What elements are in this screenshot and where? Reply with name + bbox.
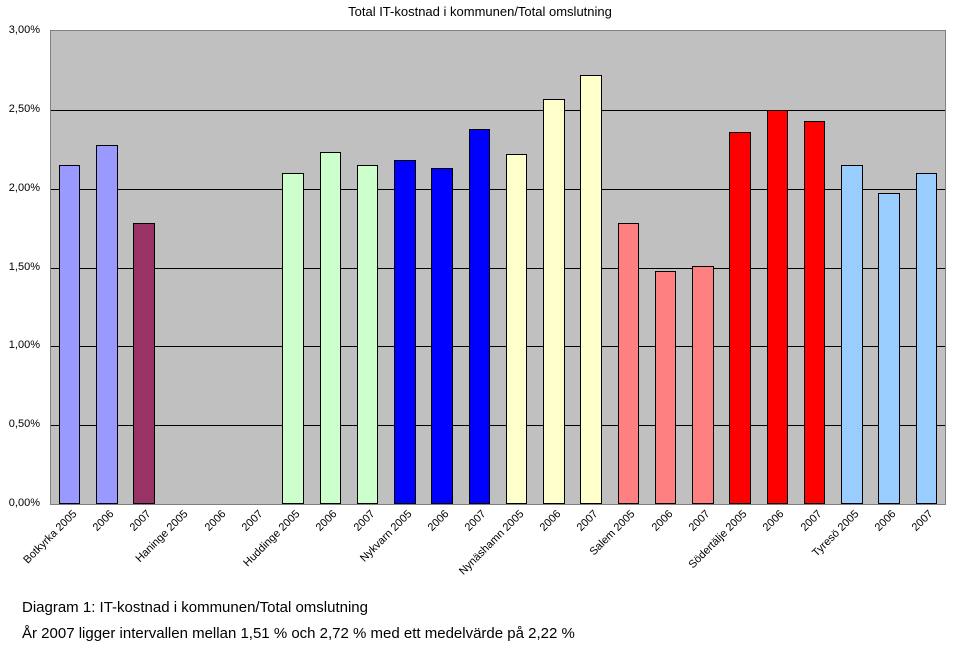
bar <box>916 173 938 504</box>
x-tick-label: 2007 <box>240 508 266 534</box>
caption-line-1: Diagram 1: IT-kostnad i kommunen/Total o… <box>22 599 368 616</box>
bars-layer <box>51 31 945 504</box>
chart-container: Total IT-kostnad i kommunen/Total omslut… <box>0 0 960 648</box>
bar <box>506 154 528 504</box>
y-tick-label: 2,50% <box>9 103 40 115</box>
x-tick-label: 2007 <box>910 508 936 534</box>
x-tick-label: Nynäshamn 2005 <box>457 508 526 577</box>
bar <box>580 75 602 504</box>
x-axis: Botkyrka 200520062007Haninge 20052006200… <box>50 508 946 598</box>
y-tick-label: 0,00% <box>9 497 40 509</box>
y-tick-label: 2,00% <box>9 182 40 194</box>
bar <box>96 145 118 504</box>
x-tick-label: 2007 <box>463 508 489 534</box>
bar <box>133 223 155 504</box>
bar <box>282 173 304 504</box>
bar <box>767 110 789 504</box>
chart-zone: 0,00%0,50%1,00%1,50%2,00%2,50%3,00% <box>28 30 946 505</box>
bar <box>804 121 826 504</box>
y-axis: 0,00%0,50%1,00%1,50%2,00%2,50%3,00% <box>0 30 46 505</box>
bar <box>692 266 714 504</box>
bar <box>543 99 565 504</box>
y-tick-label: 3,00% <box>9 24 40 36</box>
x-tick-label: 2007 <box>687 508 713 534</box>
x-tick-label: 2006 <box>202 508 228 534</box>
x-tick-label: Botkyrka 2005 <box>21 508 79 566</box>
x-tick-label: 2006 <box>426 508 452 534</box>
x-tick-label: 2007 <box>575 508 601 534</box>
bar <box>394 160 416 504</box>
x-tick-label: 2006 <box>649 508 675 534</box>
x-tick-label: 2006 <box>873 508 899 534</box>
bar <box>357 165 379 504</box>
chart-title: Total IT-kostnad i kommunen/Total omslut… <box>0 0 960 26</box>
x-tick-label: 2006 <box>761 508 787 534</box>
bar <box>841 165 863 504</box>
x-tick-label: 2007 <box>798 508 824 534</box>
bar <box>59 165 81 504</box>
plot-area <box>50 30 946 505</box>
y-tick-label: 1,50% <box>9 261 40 273</box>
bar <box>729 132 751 504</box>
x-tick-label: 2006 <box>91 508 117 534</box>
y-tick-label: 1,00% <box>9 339 40 351</box>
x-tick-label: 2007 <box>351 508 377 534</box>
y-tick-label: 0,50% <box>9 418 40 430</box>
caption-line-2: År 2007 ligger intervallen mellan 1,51 %… <box>22 625 575 642</box>
bar <box>320 152 342 504</box>
x-tick-label: 2006 <box>538 508 564 534</box>
bar <box>469 129 491 504</box>
x-tick-label: 2006 <box>314 508 340 534</box>
bar <box>878 193 900 504</box>
bar <box>655 271 677 504</box>
x-tick-label: 2007 <box>128 508 154 534</box>
bar <box>618 223 640 504</box>
bar <box>431 168 453 504</box>
